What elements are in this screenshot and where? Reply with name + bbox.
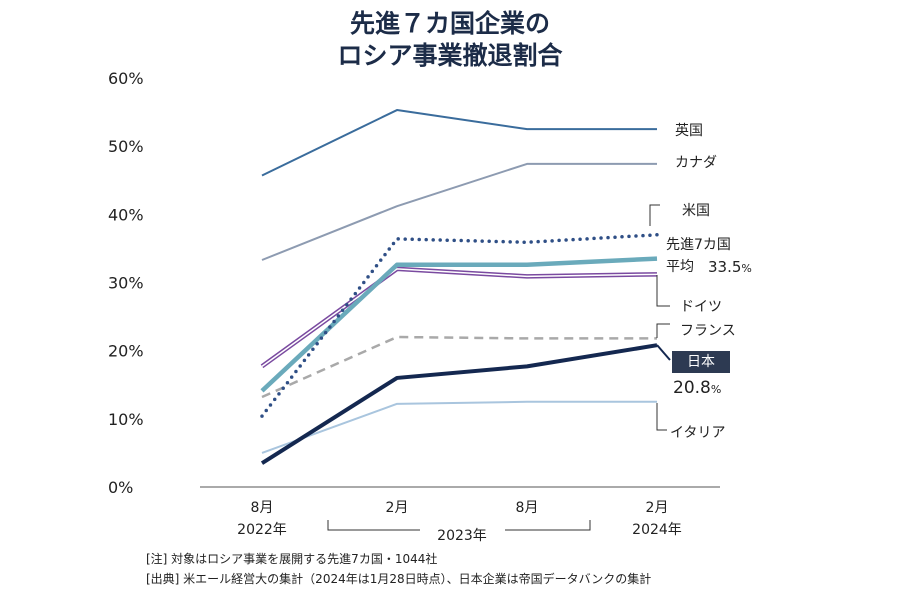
leader-france xyxy=(656,323,670,338)
series-line-フランス xyxy=(261,335,657,399)
y-tick-label: 30% xyxy=(108,274,144,293)
series-line-ドイツ xyxy=(260,266,658,369)
x-group-bracket-right xyxy=(505,520,591,531)
japan-value: 20.8 xyxy=(673,378,711,398)
label-uk: 英国 xyxy=(675,123,703,139)
label-avg-line1: 先進7カ国 xyxy=(666,237,731,253)
y-tick-label: 40% xyxy=(108,205,144,224)
x-tick-year: 2022年 xyxy=(237,522,287,538)
leader-germany xyxy=(656,275,670,307)
x-tick-month: 2月 xyxy=(646,500,669,516)
japan-pct: % xyxy=(710,383,722,396)
label-avg-value: 33.5% xyxy=(708,258,752,276)
x-tick-month: 2月 xyxy=(386,500,409,516)
footnote-note: [注] 対象はロシア事業を展開する先進7カ国・1044社 xyxy=(146,552,438,566)
title-line-1: 先進７カ国企業の xyxy=(349,9,550,38)
leader-italy xyxy=(656,403,667,431)
label-us: 米国 xyxy=(682,203,710,219)
label-canada: カナダ xyxy=(675,155,717,171)
y-tick-label: 10% xyxy=(108,410,144,429)
label-japan-value: 20.8% xyxy=(673,378,721,398)
avg-pct: % xyxy=(741,262,752,275)
chart-title: 先進７カ国企業の ロシア事業撤退割合 xyxy=(0,8,900,72)
series-line-英国 xyxy=(261,109,657,177)
avg-value: 33.5 xyxy=(708,258,742,276)
y-tick-label: 20% xyxy=(108,342,144,361)
series-line-イタリア xyxy=(261,400,657,454)
label-japan: 日本 xyxy=(672,351,730,373)
series-line-米国 xyxy=(260,233,659,418)
y-tick-label: 60% xyxy=(108,69,144,88)
y-tick-label: 50% xyxy=(108,137,144,156)
title-line-2: ロシア事業撤退割合 xyxy=(337,41,563,70)
y-tick-label: 0% xyxy=(108,478,133,497)
x-tick-month: 8月 xyxy=(251,500,274,516)
x-group-label: 2023年 xyxy=(437,528,487,544)
label-france: フランス xyxy=(680,323,736,339)
leader-us xyxy=(649,204,660,226)
series-line-日本 xyxy=(260,343,658,465)
leader-japan xyxy=(656,344,671,361)
label-italy: イタリア xyxy=(670,425,726,441)
x-tick-year: 2024年 xyxy=(632,522,682,538)
x-group-bracket-left xyxy=(327,520,420,531)
series-line-カナダ xyxy=(261,162,657,261)
series-line-inner-ドイツ xyxy=(261,268,658,367)
x-tick-month: 8月 xyxy=(516,500,539,516)
label-avg-line2: 平均 xyxy=(666,259,694,275)
label-germany: ドイツ xyxy=(680,299,722,315)
footnote-source: [出典] 米エール経営大の集計（2024年は1月28日時点）、日本企業は帝国デー… xyxy=(146,572,652,586)
